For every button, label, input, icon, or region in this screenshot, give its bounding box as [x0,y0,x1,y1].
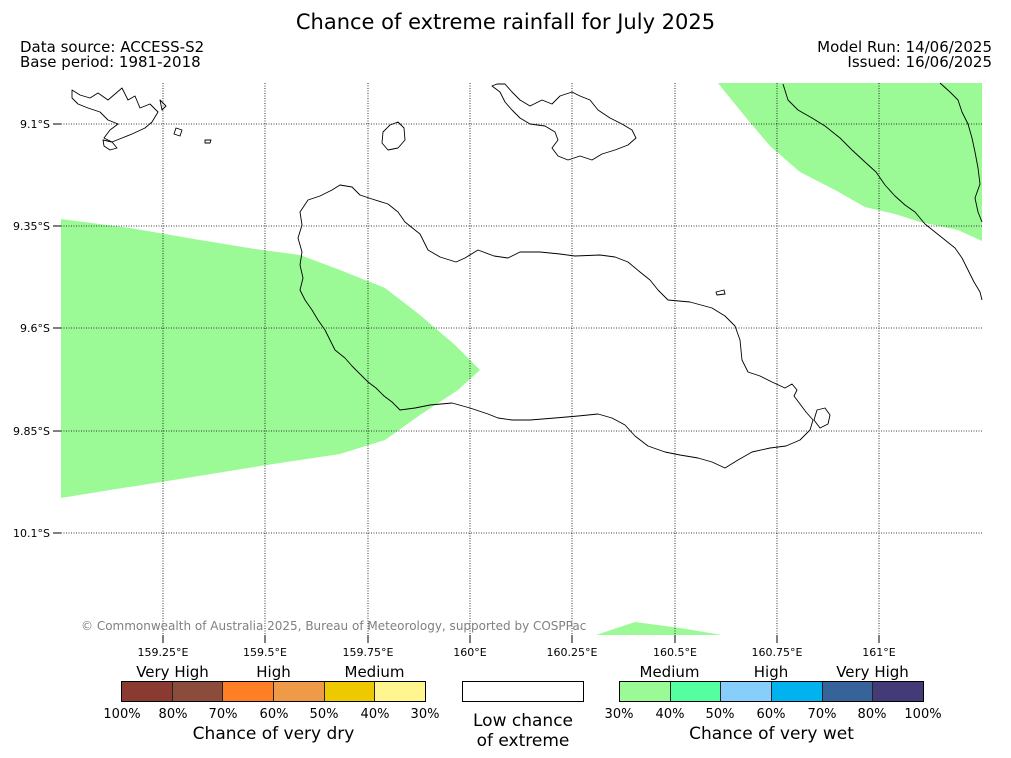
savo-island-coast [381,121,406,151]
wet-band-very-high: Very High [836,663,909,681]
dry-swatch-1 [172,682,224,701]
wet-colorbar [619,681,924,702]
latitude-labels: 9.1°S 9.35°S 9.6°S 9.85°S 10.1°S [13,118,50,540]
islet-east-1 [813,407,831,429]
neutral-swatch [462,681,584,702]
issued-date: Issued: 16/06/2025 [847,53,992,71]
run-info: Model Run: 14/06/2025 Issued: 16/06/2025 [817,40,992,70]
lat-label: 9.85°S [13,425,50,438]
lat-label: 9.6°S [20,322,50,335]
data-source: Data source: ACCESS-S2 [20,38,205,56]
nggela-islands-coast [491,83,637,161]
lon-label: 160.5°E [653,646,697,659]
dry-swatch-5 [375,682,426,701]
dry-tick: 100% [103,707,141,722]
wet-tick: 70% [807,707,837,722]
longitude-labels: 159.25°E 159.5°E 159.75°E 160°E 160.25°E… [138,646,896,659]
wet-region-south [596,622,722,635]
wet-swatch-0 [620,682,671,701]
neutral-caption-line2: of extreme [476,731,570,751]
wet-swatch-3 [772,682,823,701]
dry-tick: 50% [309,707,339,722]
dry-swatch-0 [122,682,173,701]
guadalcanal-coast [297,184,814,469]
wet-band-high: High [753,663,789,681]
dry-tick: 80% [158,707,188,722]
lon-label: 159.5°E [243,646,287,659]
lat-label: 10.1°S [13,527,50,540]
map-title: Chance of extreme rainfall for July 2025 [295,10,716,34]
coastlines [71,82,983,469]
probability-regions [61,83,982,635]
neutral-caption: Low chance of extreme [440,711,606,751]
neutral-caption-line1: Low chance [473,711,573,731]
malaita-coast [782,83,983,301]
latitude-ticks [53,123,61,534]
islet-nw-2 [204,139,212,144]
lat-label: 9.1°S [20,118,50,131]
lon-label: 160°E [453,646,486,659]
islet-nw-4 [159,99,167,111]
wet-swatch-2 [721,682,773,701]
dry-tick: 70% [208,707,238,722]
lon-label: 161°E [862,646,895,659]
dry-band-high: High [256,663,291,681]
wet-tick: 40% [655,707,685,722]
model-run: Model Run: 14/06/2025 [817,38,992,56]
lat-label: 9.35°S [13,220,50,233]
dry-tick: 30% [410,707,440,722]
longitude-ticks [162,635,880,643]
wet-swatch-4 [822,682,874,701]
wet-tick: 100% [904,707,942,722]
dry-tick: 60% [259,707,289,722]
dry-swatch-4 [324,682,376,701]
lon-label: 160.25°E [547,646,598,659]
wet-tick: 50% [705,707,735,722]
wet-swatch-5 [873,682,924,701]
wet-region-northeast [718,83,982,241]
lon-label: 160.75°E [752,646,803,659]
base-period: Base period: 1981-2018 [20,53,201,71]
dry-caption: Chance of very dry [192,724,355,744]
islet-east-2 [715,289,726,296]
lon-label: 159.75°E [343,646,394,659]
islet-nw-1 [173,127,183,137]
wet-tick: 80% [857,707,887,722]
source-info: Data source: ACCESS-S2 Base period: 1981… [20,40,204,70]
wet-swatch-1 [670,682,722,701]
dry-swatch-3 [274,682,325,701]
dry-band-very-high: Very High [136,663,209,681]
dry-band-medium: Medium [344,663,405,681]
lon-label: 159.25°E [138,646,189,659]
copyright-notice: © Commonwealth of Australia 2025, Bureau… [81,619,587,633]
wet-region-west [61,219,480,498]
wet-tick: 30% [604,707,634,722]
wet-caption: Chance of very wet [689,724,854,744]
wet-band-medium: Medium [639,663,700,681]
gridlines [61,83,982,635]
dry-swatch-2 [223,682,275,701]
dry-colorbar [121,681,426,702]
islet-nw-3 [102,139,118,151]
florida-islands-coast [71,87,159,143]
dry-tick: 40% [360,707,390,722]
malaita-east-coast [939,82,983,223]
wet-tick: 60% [756,707,786,722]
